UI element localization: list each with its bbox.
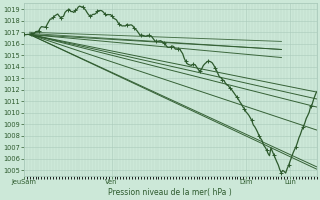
X-axis label: Pression niveau de la mer( hPa ): Pression niveau de la mer( hPa )	[108, 188, 232, 197]
